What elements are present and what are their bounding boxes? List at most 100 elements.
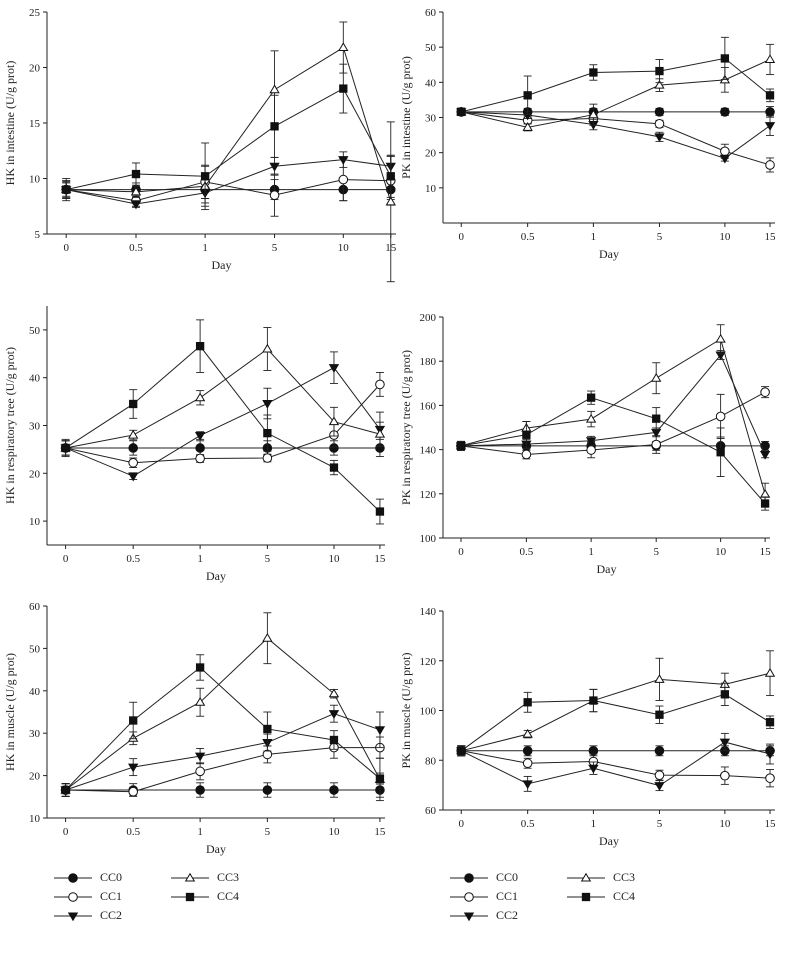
series-cc2: [456, 732, 776, 792]
y-tick-label: 15: [29, 118, 41, 130]
data-point: [128, 429, 139, 439]
y-tick-label: 140: [420, 445, 437, 457]
data-point: [654, 107, 665, 117]
x-tick-label: 5: [265, 826, 271, 838]
x-tick-label: 15: [760, 546, 772, 558]
data-point: [61, 443, 70, 453]
data-point: [759, 488, 771, 498]
data-point: [585, 413, 597, 423]
data-point: [589, 68, 598, 77]
data-point: [61, 785, 70, 795]
series-line: [460, 338, 766, 495]
data-point: [338, 156, 349, 165]
y-tick-label: 60: [425, 805, 437, 817]
data-point: [521, 449, 532, 460]
x-tick-label: 10: [719, 231, 731, 243]
legend-label: CC4: [613, 889, 636, 903]
legend-label: CC0: [496, 870, 519, 884]
x-tick-label: 5: [265, 553, 271, 565]
data-point: [586, 393, 596, 402]
data-point: [760, 387, 770, 397]
series-cc4: [456, 390, 770, 511]
legend-marker: [184, 872, 196, 882]
legend-label: CC2: [496, 908, 519, 922]
data-point: [262, 343, 273, 353]
data-point: [128, 457, 138, 468]
series-cc3: [60, 327, 386, 456]
data-point: [523, 91, 532, 100]
series-line: [65, 345, 381, 512]
x-tick-label: 15: [765, 231, 777, 243]
legend-marker: [67, 912, 79, 922]
y-tick-label: 20: [425, 148, 437, 160]
legend-item-cc2: CC2: [52, 908, 122, 923]
series-line: [461, 750, 771, 779]
series-line: [66, 87, 392, 191]
series-cc4: [457, 682, 775, 757]
data-point: [200, 172, 210, 181]
x-tick-label: 0.5: [126, 553, 140, 565]
legend-label: CC1: [496, 889, 519, 903]
data-point: [716, 448, 725, 457]
data-point: [720, 146, 730, 157]
series-line: [460, 354, 766, 455]
data-point: [765, 160, 775, 170]
data-point: [262, 785, 273, 795]
data-point: [328, 688, 340, 698]
x-tick-label: 15: [765, 818, 777, 830]
x-tick-label: 5: [653, 546, 659, 558]
legend-marker: [580, 872, 592, 882]
data-point: [269, 84, 280, 94]
data-point: [720, 107, 730, 117]
series-line: [460, 391, 766, 455]
y-tick-label: 25: [29, 7, 41, 19]
legend-label: CC2: [100, 908, 123, 922]
series-cc2: [60, 351, 386, 482]
series-line: [65, 747, 380, 793]
data-point: [329, 735, 339, 745]
legend-marker: [464, 873, 474, 884]
data-point: [128, 443, 138, 453]
y-tick-label: 140: [420, 606, 437, 618]
data-point: [375, 774, 385, 783]
legend-label: CC4: [217, 889, 240, 903]
series-line: [460, 397, 766, 504]
data-point: [128, 786, 138, 797]
series-cc4: [61, 319, 385, 525]
legend-marker: [463, 912, 475, 922]
y-axis-label: PK in intestine (U/g prot): [399, 56, 413, 179]
y-tick-label: 30: [29, 728, 41, 740]
data-point: [720, 690, 730, 699]
data-point: [374, 726, 386, 736]
y-tick-label: 50: [29, 325, 41, 337]
data-point: [523, 698, 532, 707]
data-point: [338, 174, 349, 185]
data-point: [654, 745, 665, 756]
data-point: [338, 42, 349, 52]
x-tick-label: 5: [272, 242, 278, 254]
y-tick-label: 180: [420, 356, 437, 368]
data-point: [194, 432, 206, 441]
y-tick-label: 20: [29, 63, 41, 75]
legend-marker-icon: [54, 892, 92, 903]
x-axis-label: Day: [599, 247, 619, 261]
data-point: [128, 472, 139, 482]
y-tick-label: 10: [29, 516, 41, 528]
y-tick-label: 60: [29, 601, 41, 613]
x-tick-label: 5: [657, 231, 663, 243]
legend-item-cc3: CC3: [169, 870, 239, 885]
series-line: [461, 111, 771, 166]
series-line: [461, 59, 771, 128]
data-point: [654, 133, 665, 143]
data-point: [375, 379, 385, 390]
y-tick-label: 100: [420, 706, 437, 718]
data-point: [651, 372, 662, 382]
legend-marker-icon: [567, 872, 605, 882]
data-point: [457, 746, 466, 755]
data-point: [654, 782, 665, 791]
x-tick-label: 0: [459, 231, 465, 243]
x-tick-label: 1: [591, 231, 597, 243]
